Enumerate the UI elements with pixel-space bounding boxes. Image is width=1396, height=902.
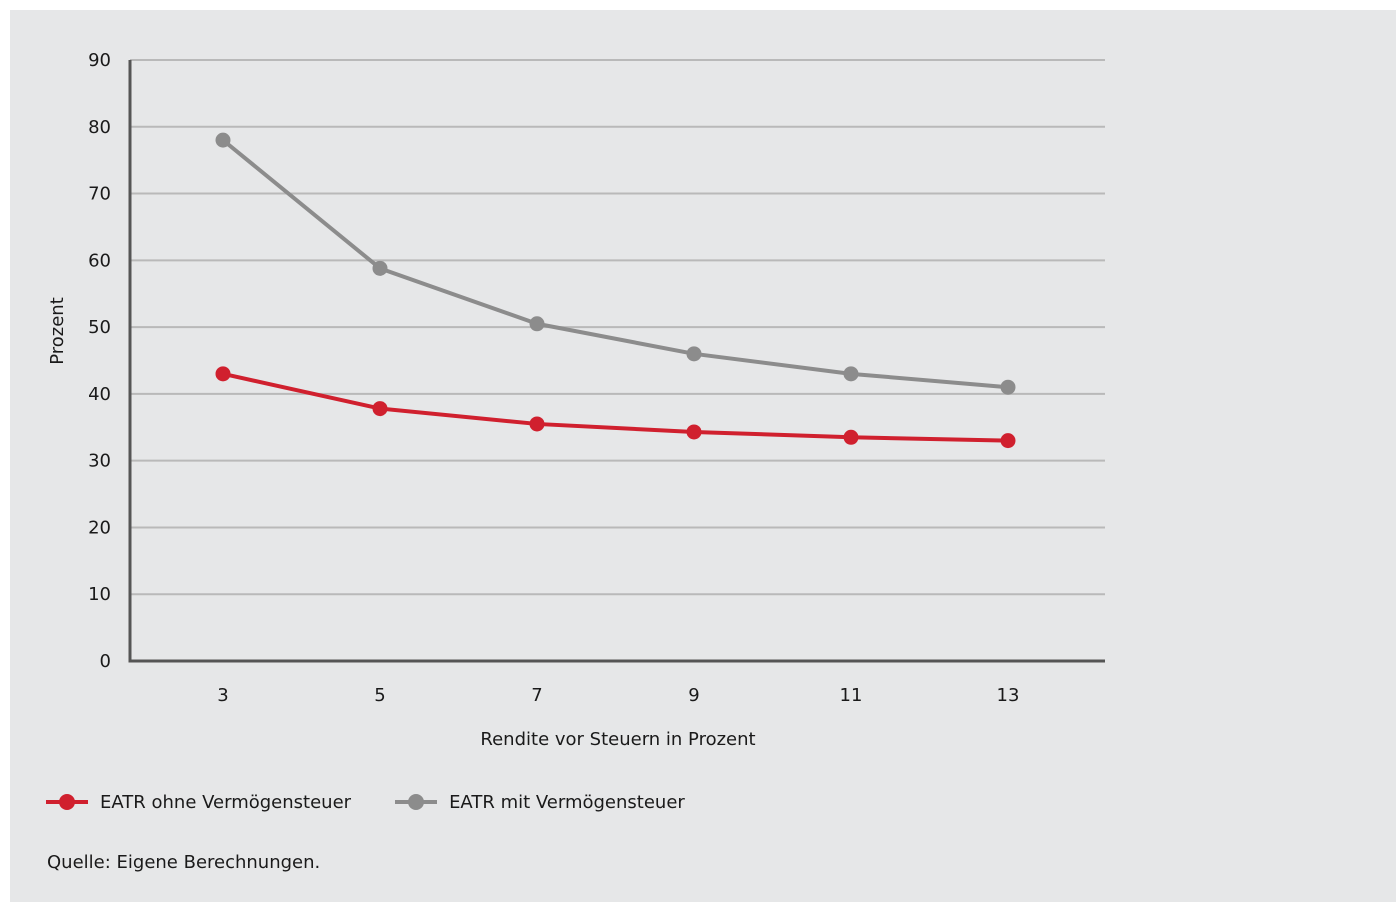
data-point	[686, 346, 702, 362]
series-ohne	[215, 366, 1016, 449]
legend-swatch	[395, 790, 438, 814]
legend-label: EATR ohne Vermögensteuer	[100, 791, 352, 813]
x-tick-label: 13	[997, 685, 1020, 706]
x-tick-labels: 3 5 7 9 11 13	[217, 685, 1019, 706]
series-group	[215, 132, 1016, 449]
data-point	[215, 132, 231, 148]
legend-item: EATR mit Vermögensteuer	[395, 790, 685, 814]
data-point	[1000, 433, 1016, 449]
y-axis-title: Prozent	[47, 297, 68, 365]
data-point	[372, 401, 388, 417]
y-tick-label: 20	[88, 517, 111, 538]
x-tick-label: 11	[840, 685, 863, 706]
y-tick-label: 10	[88, 584, 111, 605]
y-tick-label: 0	[100, 651, 111, 672]
data-point	[843, 429, 859, 445]
data-point	[843, 366, 859, 382]
legend-label: EATR mit Vermögensteuer	[449, 791, 685, 813]
legend-swatch-dot	[59, 794, 75, 810]
legend-swatch	[46, 790, 88, 814]
x-tick-label: 7	[531, 685, 542, 706]
y-tick-label: 80	[88, 117, 111, 138]
data-point	[529, 416, 545, 432]
y-tick-labels: 0 10 20 30 40 50 60 70 80 90	[88, 50, 111, 672]
line-chart: 0 10 20 30 40 50 60 70 80 90 3 5 7 9 11 13 Prozent Ren…	[47, 50, 1105, 750]
series-line	[221, 138, 1009, 390]
x-axis-title: Rendite vor Steuern in Prozent	[480, 729, 755, 750]
x-tick-label: 5	[374, 685, 385, 706]
axes	[128, 60, 1105, 663]
series-mit	[215, 132, 1016, 395]
y-tick-label: 30	[88, 451, 111, 472]
legend-swatch-dot	[408, 794, 425, 810]
y-tick-label: 90	[88, 50, 111, 71]
data-point	[529, 316, 545, 332]
source-note: Quelle: Eigene Berechnungen.	[47, 852, 321, 873]
gridlines	[130, 59, 1105, 596]
x-tick-label: 9	[688, 685, 699, 706]
data-point	[372, 260, 388, 276]
y-tick-label: 40	[88, 384, 111, 405]
data-point	[1000, 379, 1016, 395]
data-point	[686, 424, 702, 440]
legend-item: EATR ohne Vermögensteuer	[46, 790, 351, 814]
y-tick-label: 70	[88, 184, 111, 205]
chart-panel: 0 10 20 30 40 50 60 70 80 90 3 5 7 9 11 13 Prozent Ren…	[10, 10, 1396, 902]
legend: EATR ohne Vermögensteuer EATR mit Vermöge…	[46, 790, 729, 814]
data-point	[215, 366, 231, 382]
series-line	[222, 371, 1009, 443]
y-tick-label: 50	[88, 317, 111, 338]
x-tick-label: 3	[217, 685, 228, 706]
y-tick-label: 60	[88, 250, 111, 271]
